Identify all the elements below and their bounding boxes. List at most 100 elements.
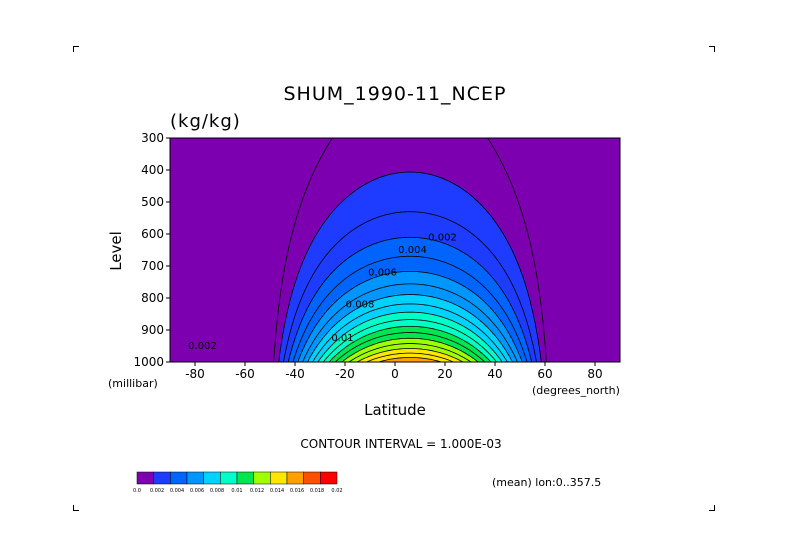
contour-band-cell xyxy=(319,280,323,283)
contour-band-cell xyxy=(447,249,451,252)
contour-band-cell xyxy=(422,245,426,247)
contour-band-cell xyxy=(377,267,381,270)
contour-band-cell xyxy=(372,275,376,278)
contour-band-cell xyxy=(484,249,488,252)
contour-band-cell xyxy=(409,187,413,190)
contour-band-cell xyxy=(439,235,443,238)
contour-band-cell xyxy=(409,267,413,270)
contour-band-cell xyxy=(409,197,413,199)
contour-band-cell xyxy=(297,288,301,291)
contour-band-cell xyxy=(367,269,371,271)
contour-band-cell xyxy=(382,224,386,227)
contour-band-cell xyxy=(509,277,513,279)
contour-band-cell xyxy=(344,224,348,227)
contour-band-cell xyxy=(459,216,463,219)
contour-band-cell xyxy=(424,174,428,177)
contour-band-cell xyxy=(459,243,463,246)
contour-band-cell xyxy=(387,248,391,251)
contour-band-cell xyxy=(334,264,338,267)
contour-band-cell xyxy=(302,264,306,267)
contour-band-cell xyxy=(299,280,303,283)
contour-band-cell xyxy=(364,227,368,230)
contour-band-cell xyxy=(404,203,408,206)
contour-band-cell xyxy=(352,249,356,252)
contour-band-cell xyxy=(364,184,368,187)
contour-band-cell xyxy=(482,280,486,283)
contour-band-cell xyxy=(444,288,448,291)
contour-band-cell xyxy=(429,174,433,177)
contour-band-cell xyxy=(407,195,411,198)
contour-band-cell xyxy=(319,229,323,231)
contour-band-cell xyxy=(444,272,448,275)
contour-band-cell xyxy=(439,238,443,241)
contour-band-cell xyxy=(399,214,403,217)
contour-band-cell xyxy=(307,257,311,260)
contour-band-cell xyxy=(372,254,376,257)
contour-band-cell xyxy=(402,185,406,188)
contour-band-cell xyxy=(434,206,438,209)
contour-band-cell xyxy=(374,233,378,236)
contour-band-cell xyxy=(319,251,323,254)
contour-band-cell xyxy=(422,195,426,198)
contour-band-cell xyxy=(402,245,406,247)
contour-band-cell xyxy=(399,230,403,233)
contour-band-cell xyxy=(344,264,348,267)
contour-band-cell xyxy=(334,249,338,252)
contour-band-cell xyxy=(399,243,403,246)
contour-band-cell xyxy=(444,286,448,289)
contour-band-cell xyxy=(434,288,438,291)
contour-band-cell xyxy=(412,288,416,291)
contour-band-cell xyxy=(452,270,456,273)
contour-band-cell xyxy=(434,200,438,203)
contour-band-cell xyxy=(462,193,466,196)
contour-band-cell xyxy=(369,273,373,276)
contour-band-cell xyxy=(449,241,453,244)
contour-band-cell xyxy=(494,277,498,279)
contour-band-cell xyxy=(512,259,516,262)
contour-band-cell xyxy=(414,277,418,279)
contour-band-cell xyxy=(439,267,443,270)
contour-band-cell xyxy=(367,240,371,243)
contour-band-cell xyxy=(432,240,436,243)
contour-band-cell xyxy=(464,235,468,238)
contour-band-cell xyxy=(349,264,353,267)
contour-band-cell xyxy=(454,217,458,220)
contour-band-cell xyxy=(397,253,401,255)
contour-band-cell xyxy=(369,256,373,259)
contour-band-cell xyxy=(417,219,421,222)
contour-band-cell xyxy=(434,205,438,207)
contour-band-cell xyxy=(447,193,451,196)
contour-band-cell xyxy=(367,219,371,222)
contour-band-cell xyxy=(419,240,423,243)
contour-band-cell xyxy=(339,256,343,259)
contour-band-cell xyxy=(337,265,341,268)
contour-band-cell xyxy=(492,241,496,244)
contour-band-cell xyxy=(392,224,396,227)
contour-band-cell xyxy=(427,193,431,196)
contour-band-cell xyxy=(422,246,426,249)
contour-band-cell xyxy=(384,251,388,254)
contour-band-cell xyxy=(429,288,433,291)
contour-band-cell xyxy=(337,278,341,281)
contour-band-cell xyxy=(467,211,471,214)
contour-band-cell xyxy=(394,286,398,289)
contour-band-cell xyxy=(369,267,373,270)
contour-band-cell xyxy=(502,275,506,278)
contour-band-cell xyxy=(332,225,336,228)
contour-band-cell xyxy=(357,193,361,196)
contour-band-cell xyxy=(304,285,308,287)
contour-band-cell xyxy=(447,285,451,287)
contour-band-cell xyxy=(444,193,448,196)
contour-band-cell xyxy=(337,206,341,209)
contour-band-cell xyxy=(327,245,331,247)
contour-band-cell xyxy=(362,201,366,204)
contour-band-cell xyxy=(469,261,473,263)
contour-band-cell xyxy=(352,280,356,283)
contour-band-cell xyxy=(482,216,486,219)
contour-band-cell xyxy=(489,241,493,244)
contour-band-cell xyxy=(462,249,466,252)
contour-band-cell xyxy=(324,261,328,263)
contour-band-cell xyxy=(384,248,388,251)
contour-band-cell xyxy=(447,221,451,223)
contour-band-cell xyxy=(387,219,391,222)
